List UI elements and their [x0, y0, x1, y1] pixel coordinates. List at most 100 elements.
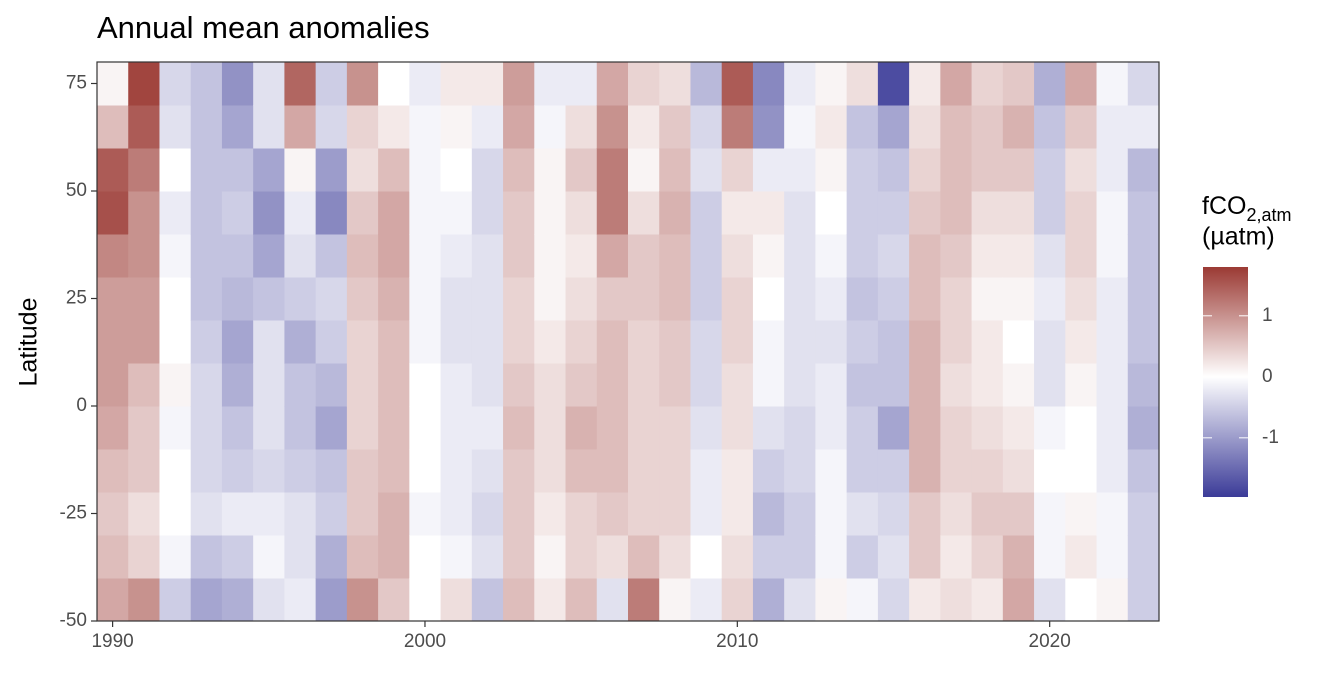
heatmap-cell: [534, 363, 567, 407]
heatmap-cell: [128, 62, 160, 106]
heatmap-cell: [253, 406, 285, 450]
heatmap-cell: [1127, 363, 1160, 407]
heatmap-cell: [221, 492, 254, 536]
heatmap-cell: [471, 62, 504, 106]
heatmap-cell: [409, 320, 442, 364]
heatmap-cell: [1096, 105, 1129, 149]
heatmap-cell: [784, 191, 816, 235]
heatmap-cell: [596, 320, 629, 364]
heatmap-cell: [659, 62, 691, 106]
heatmap-cell: [565, 320, 598, 364]
heatmap-cell: [1096, 234, 1129, 278]
heatmap-cell: [596, 578, 629, 622]
heatmap-cell: [378, 492, 410, 536]
chart-title: Annual mean anomalies: [97, 10, 430, 45]
heatmap-cell: [909, 363, 941, 407]
heatmap-cell: [1034, 578, 1066, 622]
heatmap-cell: [346, 363, 379, 407]
heatmap-cell: [1065, 535, 1098, 579]
heatmap-cell: [971, 363, 1004, 407]
heatmap-cell: [1002, 62, 1035, 106]
heatmap-cell: [628, 191, 660, 235]
heatmap-cell: [284, 578, 317, 622]
heatmap-cell: [690, 277, 723, 321]
heatmap-cell: [971, 62, 1004, 106]
heatmap-cell: [752, 449, 785, 493]
heatmap-cell: [690, 234, 723, 278]
heatmap-cell: [128, 449, 160, 493]
plot-border: [96, 61, 1160, 622]
heatmap-cell: [253, 191, 285, 235]
heatmap-cell: [752, 191, 785, 235]
heatmap-cell: [159, 148, 192, 192]
heatmap-cell: [440, 105, 473, 149]
heatmap-cell: [815, 320, 848, 364]
heatmap-cell: [1002, 406, 1035, 450]
heatmap-cell: [128, 277, 160, 321]
heatmap-cell: [877, 320, 910, 364]
heatmap-cell: [284, 62, 317, 106]
heatmap-cell: [159, 449, 192, 493]
heatmap-cell: [909, 105, 941, 149]
heatmap-cell: [315, 148, 348, 192]
heatmap-cell: [253, 234, 285, 278]
heatmap-cell: [1065, 148, 1098, 192]
heatmap-cell: [315, 234, 348, 278]
heatmap-cell: [628, 578, 660, 622]
heatmap-cell: [1034, 148, 1066, 192]
heatmap-cell: [565, 148, 598, 192]
heatmap-cell: [534, 105, 567, 149]
heatmap-cell: [659, 449, 691, 493]
heatmap-cell: [815, 406, 848, 450]
heatmap-cell: [690, 320, 723, 364]
heatmap-cell: [503, 449, 535, 493]
y-tick-label: 50: [66, 180, 87, 201]
heatmap-cell: [97, 406, 129, 450]
heatmap-cell: [534, 191, 567, 235]
heatmap-cell: [190, 449, 223, 493]
heatmap-cell: [159, 277, 192, 321]
y-tick-label: 75: [66, 73, 87, 94]
heatmap-cell: [1002, 191, 1035, 235]
heatmap-cell: [596, 234, 629, 278]
heatmap-cell: [253, 62, 285, 106]
heatmap-cell: [1065, 449, 1098, 493]
heatmap-cell: [409, 148, 442, 192]
heatmap-cell: [534, 277, 567, 321]
heatmap-cell: [659, 363, 691, 407]
heatmap-cell: [378, 148, 410, 192]
heatmap-cell: [1065, 191, 1098, 235]
heatmap-cell: [940, 492, 973, 536]
heatmap-cell: [659, 406, 691, 450]
heatmap-cell: [971, 234, 1004, 278]
heatmap-cell: [534, 148, 567, 192]
heatmap-cell: [534, 492, 567, 536]
heatmap-cell: [440, 363, 473, 407]
heatmap-cell: [409, 492, 442, 536]
heatmap-cell: [190, 535, 223, 579]
heatmap-cell: [752, 148, 785, 192]
heatmap-cell: [128, 578, 160, 622]
heatmap-cell: [596, 449, 629, 493]
heatmap-cell: [628, 320, 660, 364]
heatmap-cell: [221, 105, 254, 149]
heatmap-cell: [346, 234, 379, 278]
heatmap-cell: [784, 578, 816, 622]
heatmap-cell: [877, 277, 910, 321]
heatmap-cell: [909, 62, 941, 106]
heatmap-cell: [503, 62, 535, 106]
heatmap-cell: [1034, 406, 1066, 450]
heatmap-cell: [940, 62, 973, 106]
heatmap-cell: [940, 148, 973, 192]
heatmap-cell: [628, 492, 660, 536]
heatmap-cell: [221, 191, 254, 235]
legend-title-main: fCO: [1202, 192, 1246, 220]
heatmap-cell: [877, 105, 910, 149]
heatmap-cell: [971, 492, 1004, 536]
heatmap-cell: [877, 191, 910, 235]
heatmap-cell: [253, 449, 285, 493]
heatmap-cell: [190, 277, 223, 321]
heatmap-cell: [1065, 363, 1098, 407]
heatmap-cell: [471, 234, 504, 278]
heatmap-cell: [721, 62, 754, 106]
